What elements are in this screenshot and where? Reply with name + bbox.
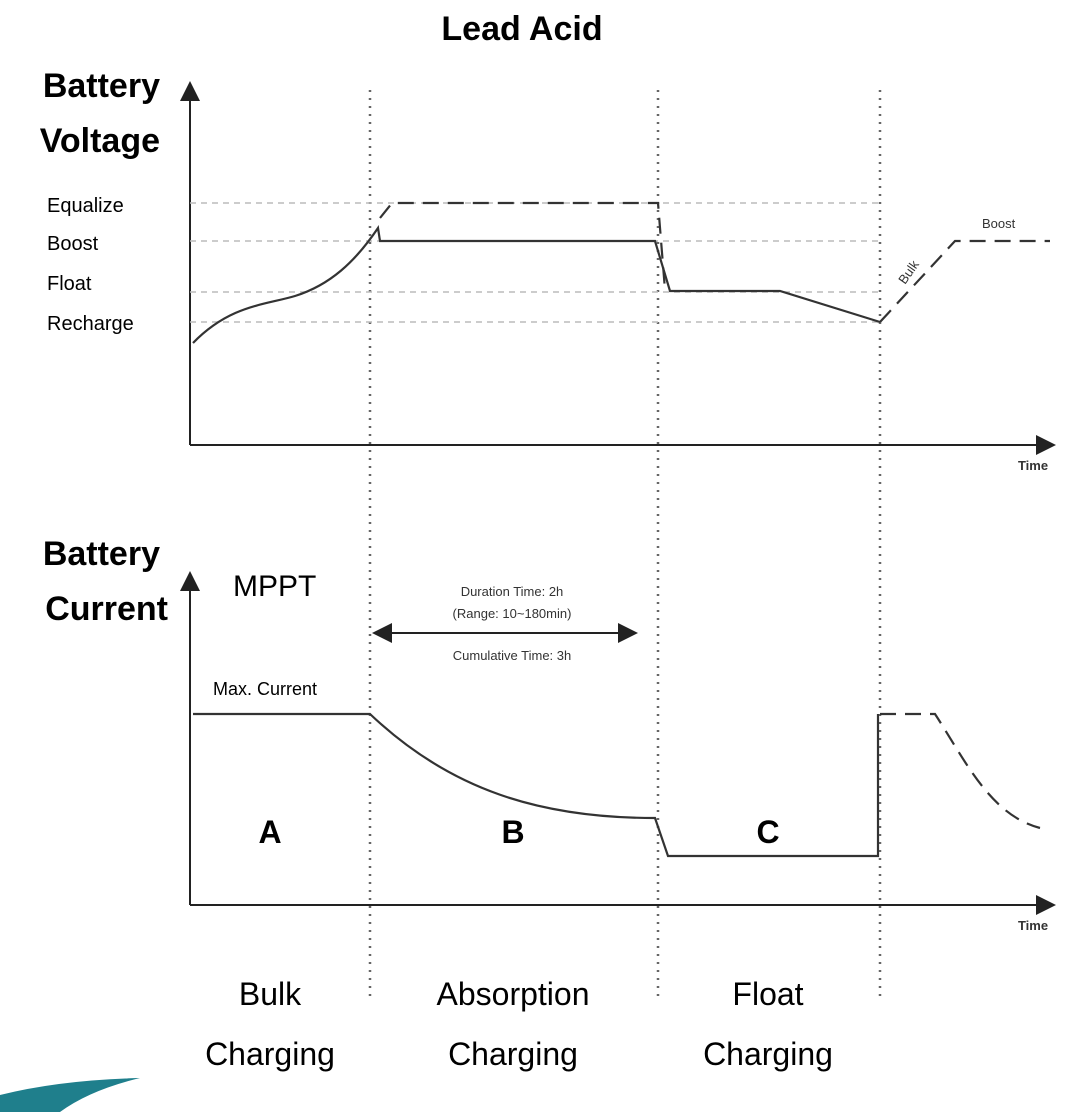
mode-label: MPPT — [233, 570, 316, 603]
time-label: Time — [1018, 458, 1048, 473]
axis-label: Voltage — [40, 122, 160, 160]
phase-line: Charging — [703, 1036, 833, 1072]
phase-line: Charging — [448, 1036, 578, 1072]
level-label: Boost — [47, 233, 99, 255]
next-cycle — [880, 712, 1041, 830]
equalize-curve — [379, 201, 667, 291]
axis-label: Battery — [43, 67, 160, 105]
next-cycle — [879, 239, 1050, 323]
level-label: Equalize — [47, 195, 124, 217]
phase-letter: C — [756, 814, 779, 850]
max-label: Max. Current — [213, 679, 317, 699]
duration: Duration Time: 2h — [461, 584, 564, 599]
title: Lead Acid — [441, 10, 602, 48]
phase-letter: A — [258, 814, 281, 850]
duration: (Range: 10~180min) — [453, 606, 572, 621]
cumulative: Cumulative Time: 3h — [453, 648, 572, 663]
phase-line: Charging — [205, 1036, 335, 1072]
axis-label: Current — [45, 590, 168, 628]
phase-line: Float — [732, 976, 803, 1012]
level-label: Float — [47, 273, 92, 295]
time-label: Time — [1018, 918, 1048, 933]
curve-label: Boost — [982, 216, 1016, 231]
axis-label: Battery — [43, 535, 160, 573]
voltage-curve — [192, 225, 881, 344]
current-curve — [193, 712, 880, 858]
phase-line: Absorption — [437, 976, 590, 1012]
level-label: Recharge — [47, 313, 134, 335]
phase-line: Bulk — [239, 976, 302, 1012]
phase-letter: B — [501, 814, 524, 850]
decor — [0, 1078, 140, 1112]
